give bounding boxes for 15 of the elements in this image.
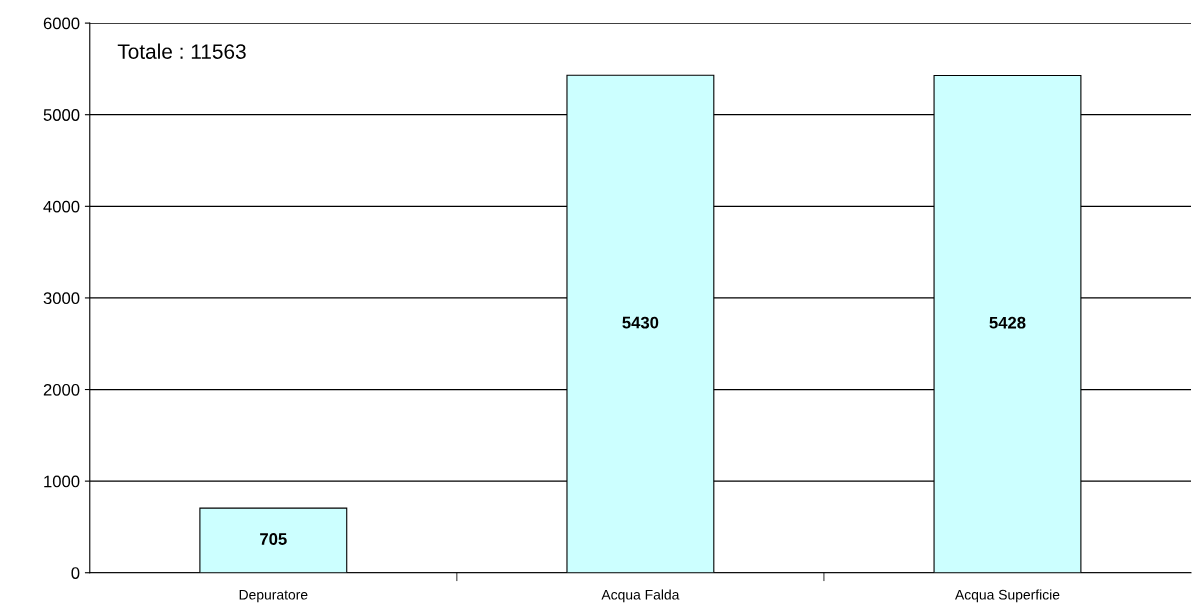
x-tick-label: Acqua Superficie — [955, 589, 1060, 603]
y-tick-label: 3000 — [43, 292, 80, 305]
x-tick-label: Acqua Falda — [601, 589, 680, 603]
data-label: 705 — [260, 533, 287, 545]
x-tick-label: Depuratore — [239, 589, 308, 603]
data-label: 5430 — [622, 316, 659, 329]
bar — [199, 507, 348, 573]
annotation: Totale : 11563 — [117, 43, 246, 59]
y-tick-label: 2000 — [43, 383, 80, 396]
y-tick-label: 0 — [71, 567, 80, 579]
y-tick-label: 4000 — [43, 200, 80, 213]
y-tick-label: 6000 — [43, 17, 80, 30]
y-tick-label: 5000 — [43, 109, 80, 121]
y-tick-label: 1000 — [44, 475, 80, 488]
data-label: 5428 — [989, 316, 1026, 329]
